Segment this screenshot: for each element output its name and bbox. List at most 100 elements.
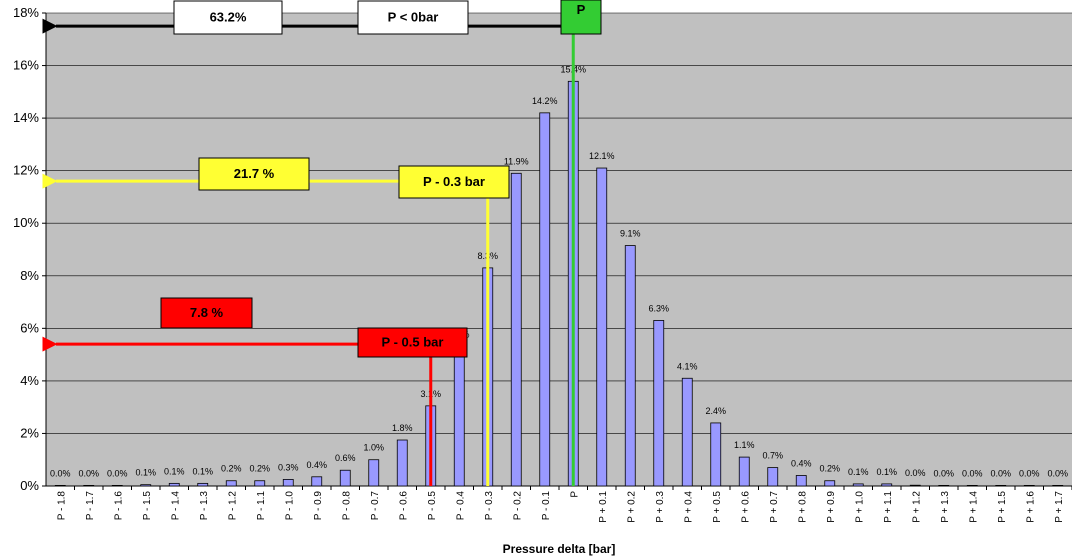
x-tick-label: P - 1.7 (85, 491, 96, 521)
annotation-threshold-box (357, 0, 469, 35)
data-label: 11.9% (504, 156, 529, 166)
data-label: 0.1% (848, 467, 869, 477)
data-label: 0.1% (164, 466, 185, 476)
x-tick-label: P + 0.3 (655, 491, 666, 523)
data-label: 0.3% (278, 462, 299, 472)
annotation-threshold-box (398, 165, 510, 199)
annotation-percent-text: 7.8 % (190, 305, 224, 320)
bar (966, 484, 978, 487)
x-tick-label: P + 1.7 (1054, 491, 1065, 523)
data-label: 0.4% (791, 458, 812, 468)
bar (596, 167, 608, 487)
x-axis-ticks: P - 1.8 P - 1.7 P - 1.6 P - 1.5 P - 1.4 P - 1… (56, 486, 1072, 523)
data-label: 0.0% (905, 468, 926, 478)
data-label: 0.0% (107, 468, 128, 478)
annotation-threshold-text: P - 0.3 bar (423, 174, 485, 189)
x-tick-label: P - 1.6 (113, 491, 124, 521)
data-label: 9.1% (620, 229, 641, 239)
bar (909, 484, 921, 487)
bar (852, 483, 864, 487)
data-label: 0.0% (1019, 468, 1040, 478)
x-tick-label: P - 1.3 (199, 491, 210, 521)
data-label: 1.8% (392, 423, 413, 433)
bar (681, 377, 693, 487)
bar (995, 484, 1007, 487)
x-tick-label: P + 1.1 (883, 491, 894, 523)
x-tick-label: P (569, 491, 580, 498)
x-tick-label: P - 0.3 (484, 491, 495, 521)
x-tick-label: P + 0.6 (740, 491, 751, 523)
annotation-threshold-text: P - 0.5 bar (382, 335, 444, 350)
y-tick-label: 8% (20, 268, 39, 283)
x-tick-label: P + 0.1 (598, 491, 609, 523)
bar (710, 422, 722, 487)
y-tick-label: 14% (13, 110, 39, 125)
x-tick-label: P + 0.5 (712, 491, 723, 523)
bar (225, 480, 237, 487)
annotation-threshold-text: P < 0bar (388, 10, 439, 25)
data-label: 0.2% (819, 464, 840, 474)
x-tick-label: P + 0.8 (797, 491, 808, 523)
annotation-percent-box (198, 157, 310, 191)
bar (653, 320, 665, 487)
annotations: 63.2% P < 0bar P 21.7 % P - 0.3 bar 7.8 % P - … (42, 0, 602, 486)
bar (881, 483, 893, 487)
x-tick-label: P + 0.7 (769, 491, 780, 523)
y-tick-label: 12% (13, 163, 39, 178)
data-label: 0.1% (192, 466, 213, 476)
x-tick-label: P - 0.9 (313, 491, 324, 521)
x-tick-label: P - 0.2 (512, 491, 523, 521)
annotation-percent-box (173, 0, 283, 35)
bar (339, 469, 351, 487)
bar (624, 245, 636, 487)
data-label: 0.0% (962, 468, 983, 478)
x-tick-label: P - 1.8 (56, 491, 67, 521)
data-label: 0.0% (78, 468, 99, 478)
x-tick-label: P + 0.2 (626, 491, 637, 523)
data-label: 0.6% (335, 453, 356, 463)
x-tick-label: P - 1.0 (284, 491, 295, 521)
annotation-percent-box (160, 297, 253, 329)
y-tick-label: 2% (20, 425, 39, 440)
plot-area (46, 13, 1072, 486)
data-label: 0.2% (221, 464, 242, 474)
y-tick-label: 4% (20, 373, 39, 388)
x-tick-label: P - 1.2 (227, 491, 238, 521)
data-label: 0.0% (990, 468, 1011, 478)
bar (539, 112, 551, 487)
data-label: 0.0% (1047, 468, 1068, 478)
y-tick-label: 0% (20, 478, 39, 493)
x-tick-label: P - 0.4 (455, 491, 466, 521)
x-tick-label: P - 1.5 (142, 491, 153, 521)
x-tick-label: P + 1.0 (854, 491, 865, 523)
x-tick-label: P - 0.5 (427, 491, 438, 521)
bar (767, 467, 779, 487)
y-tick-label: 10% (13, 215, 39, 230)
x-tick-label: P - 1.1 (256, 491, 267, 521)
bar (738, 456, 750, 487)
p-marker-text: P (577, 2, 586, 17)
x-axis-title: Pressure delta [bar] (503, 542, 616, 556)
bar (510, 172, 522, 487)
x-tick-label: P + 1.2 (911, 491, 922, 523)
annotation-percent-text: 63.2% (210, 10, 247, 25)
bar (453, 346, 465, 487)
bar (83, 484, 95, 487)
data-label: 0.1% (135, 468, 156, 478)
data-label: 1.0% (363, 443, 384, 453)
y-tick-label: 16% (13, 58, 39, 73)
data-label: 2.4% (705, 406, 726, 416)
x-tick-label: P - 0.8 (341, 491, 352, 521)
bar (938, 484, 950, 487)
x-tick-label: P - 0.6 (398, 491, 409, 521)
bar (824, 480, 836, 487)
bar (396, 439, 408, 487)
bar (368, 459, 380, 487)
x-tick-label: P + 0.4 (683, 491, 694, 523)
bar (168, 482, 180, 487)
data-label: 0.1% (876, 467, 897, 477)
data-label: 4.1% (677, 361, 698, 371)
bar (197, 482, 209, 487)
y-tick-label: 18% (13, 5, 39, 20)
annotation-percent-text: 21.7 % (234, 166, 275, 181)
